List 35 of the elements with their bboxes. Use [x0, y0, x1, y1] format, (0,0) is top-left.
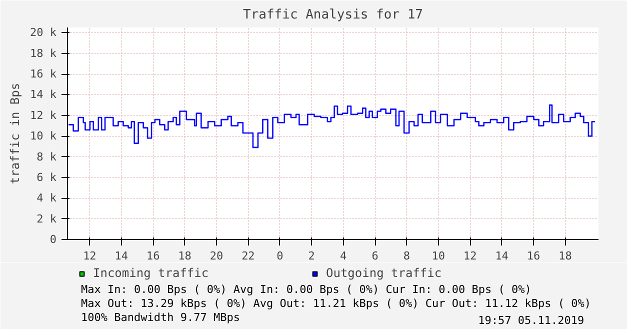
text: 100% Bandwidth 9.77 MBps	[81, 311, 240, 324]
y-tick-label: 12 k	[30, 108, 57, 122]
x-tick-label: 22	[242, 250, 255, 262]
y-axis-title: traffic in Bps	[8, 82, 22, 184]
chart-title: Traffic Analysis for 17	[242, 8, 424, 22]
x-tick-label: 2	[308, 250, 315, 262]
x-tick-label: 16	[526, 250, 540, 262]
x-tick-label: 12	[463, 250, 477, 262]
x-tick-label: 14	[495, 250, 509, 262]
x-tick-label: 18	[558, 250, 572, 262]
text: Max Out: 13.29 kBps ( 0%) Avg Out: 11.21 kBps ( 0%) Cur Out: 11.12 kBps ( 0%)	[81, 297, 591, 310]
y-tick-label: 14 k	[30, 88, 57, 102]
x-tick-label: 0	[276, 250, 284, 262]
y-tick-label: 18 k	[30, 46, 57, 60]
x-tick-label: 14	[114, 250, 128, 262]
y-tick-label: 20 k	[30, 26, 57, 40]
y-tick-label: 8 k	[36, 150, 57, 164]
x-tick-label: 10	[432, 250, 446, 262]
legend-label: Incoming traffic	[93, 266, 209, 280]
y-tick-label: 2 k	[36, 212, 57, 226]
x-tick-label: 8	[403, 250, 410, 262]
y-tick-label: 0	[50, 233, 56, 246]
x-tick-label: 20	[210, 250, 224, 262]
x-tick-label: 6	[372, 250, 378, 262]
x-tick-label: 4	[340, 250, 347, 262]
x-tick-label: 18	[178, 250, 192, 262]
x-tick-label: 12	[83, 250, 96, 262]
y-tick-label: 16 k	[30, 68, 57, 81]
x-tick-label: 16	[146, 250, 160, 262]
y-tick-label: 4 k	[36, 192, 57, 205]
text: Max In: 0.00 Bps ( 0%) Avg In: 0.00 Bps ( 0%) Cur In: 0.00 Bps ( 0%)	[81, 283, 532, 296]
text: 19:57 05.11.2019	[478, 314, 584, 327]
legend-label: Outgoing traffic	[326, 266, 442, 280]
y-tick-label: 10 k	[30, 130, 57, 143]
y-tick-label: 6 k	[36, 170, 57, 184]
